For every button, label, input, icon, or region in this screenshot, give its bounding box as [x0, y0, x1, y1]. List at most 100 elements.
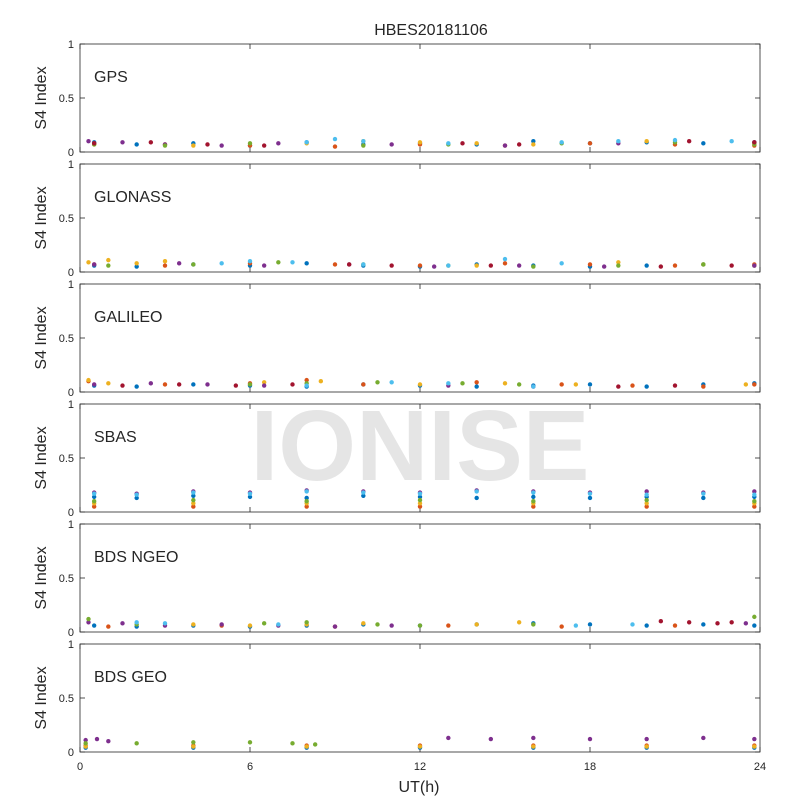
data-point — [106, 257, 111, 263]
data-point — [446, 141, 451, 146]
plot-area — [79, 523, 761, 633]
y-tick-label: 0.5 — [59, 333, 74, 345]
y-axis-label: S4 Index — [33, 66, 50, 129]
data-point — [91, 141, 97, 146]
data-point — [531, 504, 536, 509]
data-point — [261, 383, 267, 388]
data-point — [91, 262, 97, 267]
data-point — [176, 382, 182, 387]
data-point — [559, 261, 564, 266]
data-point — [701, 735, 706, 741]
data-point — [644, 492, 649, 497]
data-point — [219, 622, 224, 627]
plot-area — [79, 643, 761, 753]
data-point — [290, 260, 295, 265]
data-point — [672, 623, 678, 628]
panel-label: BDS GEO — [94, 669, 167, 686]
data-point — [729, 139, 734, 144]
data-point — [375, 380, 380, 385]
data-point — [531, 384, 536, 389]
data-point — [361, 490, 366, 495]
panel-label: GLONASS — [94, 189, 171, 206]
data-point — [162, 382, 168, 387]
panel-1: 0 0.5 1 GLONASS S4 Index — [33, 159, 761, 279]
data-point — [304, 377, 309, 383]
data-point — [176, 261, 182, 266]
data-point — [417, 623, 423, 628]
data-point — [658, 619, 664, 624]
data-point — [261, 380, 267, 385]
data-point — [559, 624, 564, 629]
data-point — [474, 141, 479, 146]
plot-area — [79, 283, 761, 393]
data-point — [389, 263, 394, 268]
x-tick-label: 0 — [77, 761, 83, 773]
data-point — [417, 494, 423, 500]
data-point — [531, 744, 536, 749]
panel-0: 0 0.5 1 GPS S4 Index — [33, 39, 761, 159]
data-point — [752, 489, 757, 494]
data-point — [247, 494, 253, 500]
data-point — [134, 495, 139, 501]
data-point — [304, 744, 309, 749]
data-point — [389, 380, 394, 385]
data-point — [417, 497, 423, 503]
data-point — [531, 142, 536, 147]
data-point — [729, 620, 734, 625]
data-point — [290, 382, 295, 387]
data-point — [531, 735, 536, 741]
data-point — [162, 143, 168, 148]
data-point — [162, 263, 168, 268]
data-point — [701, 384, 706, 389]
y-tick-label: 0 — [68, 747, 74, 759]
data-point — [120, 140, 125, 145]
data-point — [247, 259, 253, 264]
data-point — [672, 383, 678, 388]
data-point — [91, 382, 97, 387]
data-point — [106, 381, 111, 386]
data-point — [573, 623, 579, 628]
data-point — [644, 623, 649, 628]
y-tick-label: 0 — [68, 627, 74, 639]
data-point — [587, 495, 593, 501]
data-point — [431, 264, 437, 269]
data-point — [276, 622, 281, 627]
data-point — [191, 382, 196, 387]
y-axis-label: S4 Index — [33, 546, 50, 609]
data-point — [701, 262, 706, 267]
y-axis-label: S4 Index — [33, 186, 50, 249]
data-point — [304, 504, 309, 509]
data-point — [752, 382, 757, 387]
data-point — [752, 736, 757, 742]
data-point — [361, 262, 366, 267]
data-point — [304, 499, 309, 504]
data-point — [83, 737, 88, 743]
data-point — [616, 139, 621, 144]
data-point — [148, 381, 154, 386]
data-point — [120, 621, 125, 626]
data-point — [389, 623, 394, 628]
data-point — [191, 504, 196, 509]
data-point — [120, 383, 125, 388]
data-point — [304, 620, 309, 625]
data-point — [729, 263, 734, 268]
data-point — [86, 377, 91, 383]
data-point — [587, 262, 593, 267]
data-point — [752, 744, 757, 749]
y-tick-label: 1 — [68, 159, 74, 171]
data-point — [474, 489, 479, 494]
data-point — [191, 501, 196, 506]
data-point — [389, 142, 394, 147]
data-point — [332, 136, 338, 142]
data-point — [86, 139, 91, 144]
data-point — [446, 623, 451, 628]
data-point — [644, 263, 649, 268]
data-point — [134, 264, 139, 269]
data-point — [474, 495, 479, 501]
data-point — [701, 622, 706, 627]
data-point — [417, 744, 423, 749]
panel-4: 0 0.5 1 BDS NGEO S4 Index — [33, 519, 761, 639]
data-point — [261, 143, 267, 148]
data-point — [531, 490, 536, 495]
y-tick-label: 1 — [68, 519, 74, 531]
